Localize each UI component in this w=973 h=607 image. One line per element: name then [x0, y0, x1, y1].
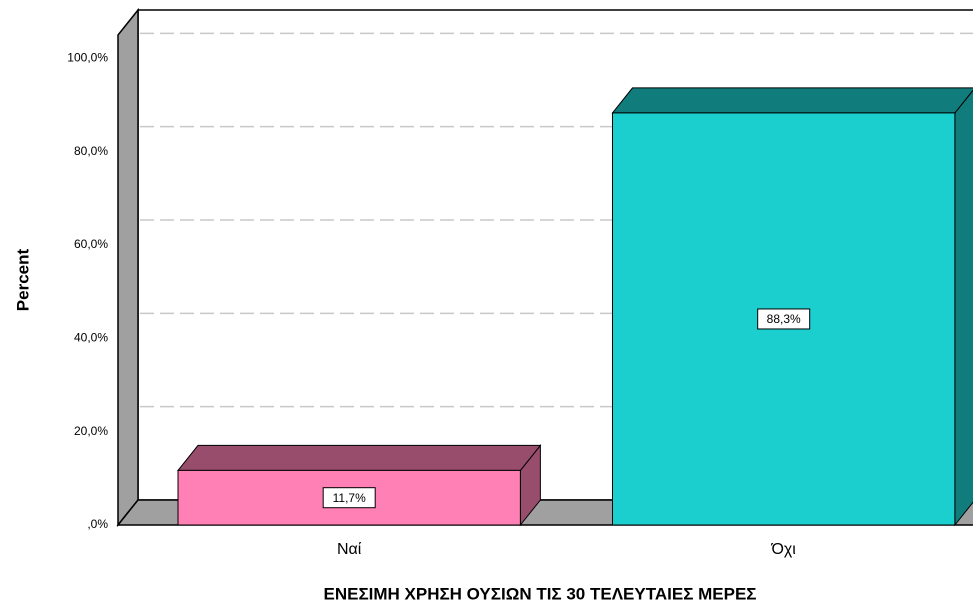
y-tick-label: 60,0% [74, 237, 108, 251]
value-label-box [757, 308, 811, 330]
bar-top [176, 444, 542, 471]
x-axis-label: ΕΝΕΣΙΜΗ ΧΡΗΣΗ ΟΥΣΙΩΝ ΤΙΣ 30 ΤΕΛΕΥΤΑΙΕΣ Μ… [323, 584, 756, 603]
value-label-box [322, 487, 376, 509]
y-tick-label: 40,0% [74, 331, 108, 345]
y-tick-label: 20,0% [74, 424, 108, 438]
left-wall [117, 7, 139, 528]
value-label: 11,7% [333, 491, 366, 505]
bar-top [611, 87, 973, 114]
y-tick-label: 100,0% [67, 51, 108, 65]
y-tick-label: 80,0% [74, 144, 108, 158]
value-label: 88,3% [767, 312, 801, 326]
y-axis-label: Percent [13, 248, 32, 311]
x-tick-label: Ναί [337, 541, 362, 558]
bar-side [954, 89, 973, 527]
x-tick-label: Όχι [771, 541, 797, 558]
y-tick-label: ,0% [87, 517, 108, 531]
